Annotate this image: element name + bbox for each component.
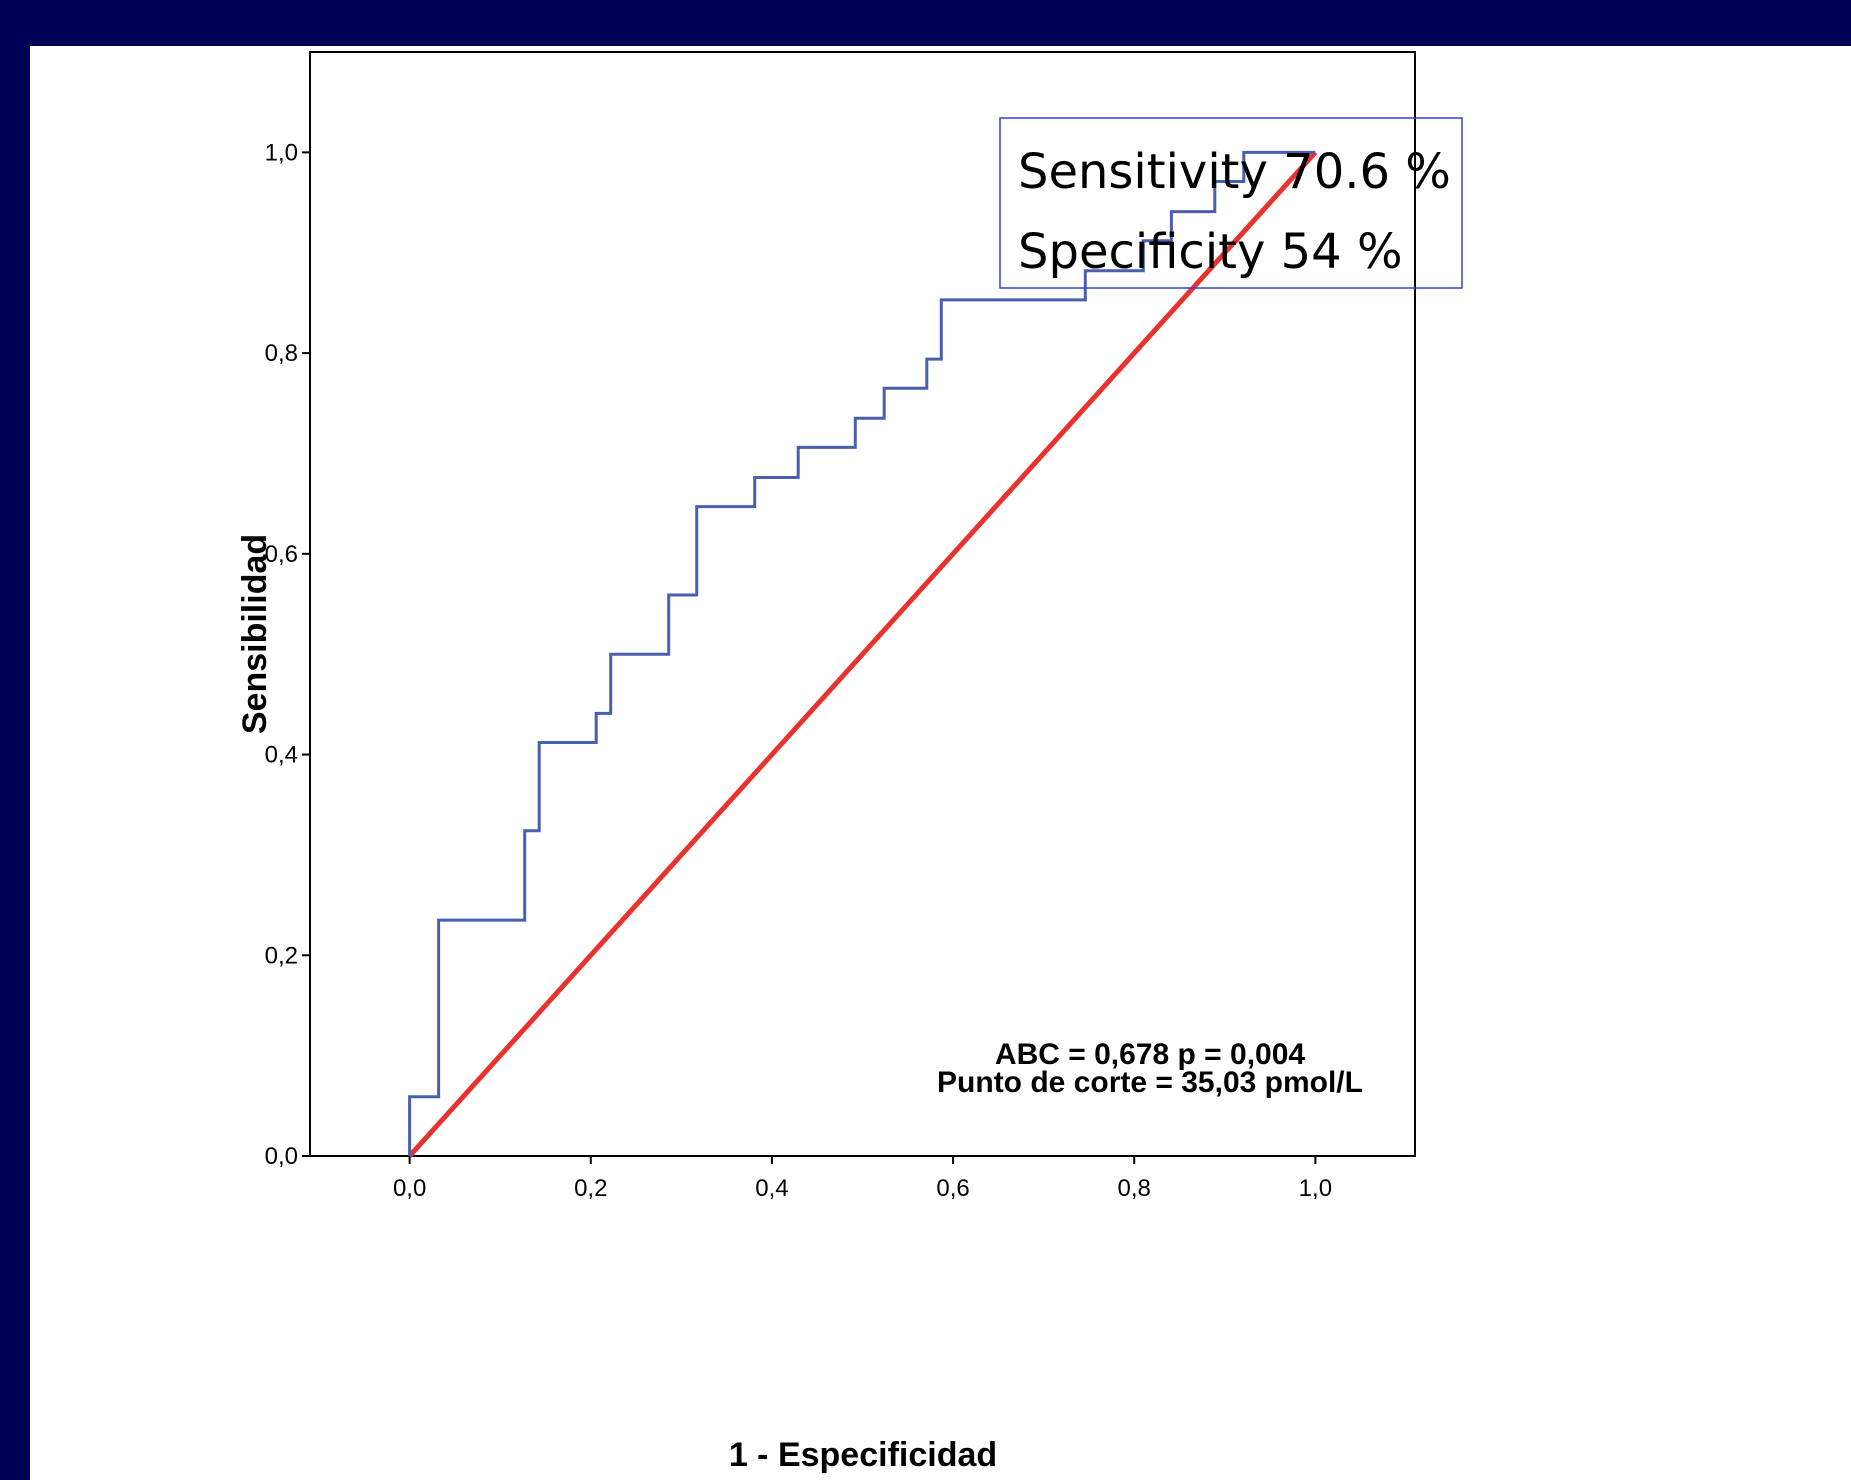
reference-diagonal-line bbox=[407, 150, 1318, 1158]
y-tick-label: 0,2 bbox=[265, 942, 298, 969]
specificity-label: Specificity 54 % bbox=[1018, 224, 1403, 280]
chart-canvas: 0,0 0,0 0,2 0,2 0,4 0,4 0,6 0,6 0,8 0,8 1,0 1,0 1 -… bbox=[30, 46, 1851, 1480]
sens-spec-box bbox=[999, 117, 1463, 289]
y-tick-label: 0,0 bbox=[265, 1143, 298, 1170]
auc-annotation: ABC = 0,678 p = 0,004 bbox=[995, 1038, 1305, 1071]
x-tick-label: 0,8 bbox=[1118, 1175, 1151, 1202]
x-tick-label: 0,0 bbox=[393, 1175, 426, 1202]
y-tick-label: 0,4 bbox=[265, 742, 298, 769]
x-axis-title: 1 - Especificidad bbox=[729, 1436, 997, 1474]
y-tick-label: 0,6 bbox=[265, 541, 298, 568]
plot-frame bbox=[309, 51, 1416, 1157]
roc-chart: 0,0 0,0 0,2 0,2 0,4 0,4 0,6 0,6 0,8 0,8 1,0 1,0 1 -… bbox=[236, 51, 1463, 1474]
y-tick-label: 1,0 bbox=[265, 139, 298, 166]
cutoff-annotation: Punto de corte = 35,03 pmol/L bbox=[937, 1066, 1363, 1099]
x-tick-label: 0,4 bbox=[755, 1175, 788, 1202]
x-tick-label: 0,6 bbox=[936, 1175, 969, 1202]
y-axis-title: Sensibilidad bbox=[236, 534, 274, 734]
y-tick-label: 0,8 bbox=[265, 340, 298, 367]
x-tick-label: 0,2 bbox=[574, 1175, 607, 1202]
sensitivity-label: Sensitivity 70.6 % bbox=[1018, 144, 1451, 200]
x-tick-label: 1,0 bbox=[1299, 1175, 1332, 1202]
